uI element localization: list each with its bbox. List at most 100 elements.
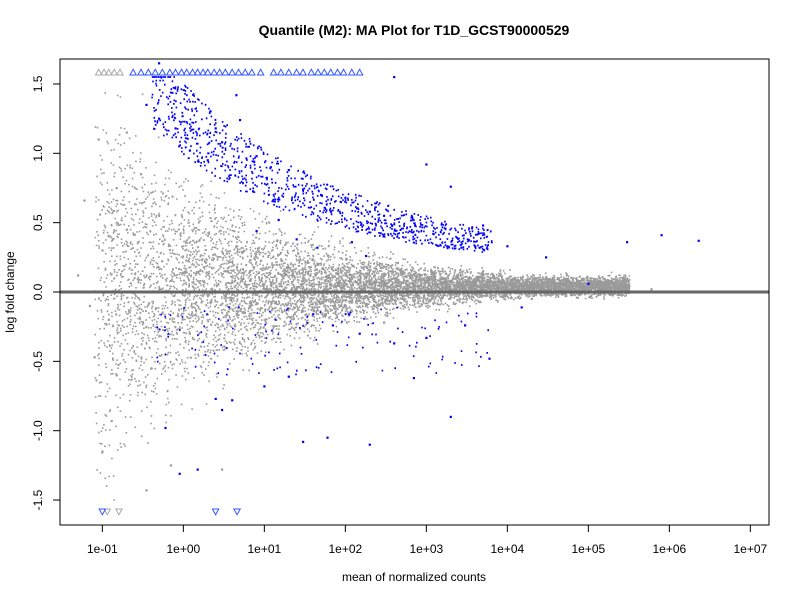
data-point [530, 297, 533, 301]
data-point [101, 249, 104, 252]
clipped-up-marker [333, 68, 342, 76]
x-axis: 1e-01 1e+00 1e+01 1e+02 1e+03 1e+04 1e+05 1e+06… [87, 525, 768, 556]
data-point [255, 230, 258, 233]
x-tick-label: 1e+01 [247, 542, 281, 556]
data-point [488, 357, 491, 360]
clipped-down-marker [98, 508, 107, 516]
data-point [336, 271, 339, 274]
data-point [145, 103, 148, 106]
y-tick-label: -0.5 [31, 351, 45, 372]
clipped-up-marker [115, 68, 125, 76]
data-point [145, 489, 148, 492]
x-tick-label: 1e+04 [490, 542, 524, 556]
y-tick-label: -1.0 [31, 420, 45, 441]
data-point [115, 374, 118, 377]
data-point [365, 254, 368, 258]
data-point [412, 377, 415, 380]
clipped-up-marker [284, 68, 293, 76]
data-point [88, 304, 91, 308]
data-point [383, 321, 386, 324]
data-point [393, 342, 396, 345]
data-point [93, 356, 96, 359]
clipped-up-marker [339, 68, 348, 76]
data-point [316, 246, 319, 249]
data-points [77, 62, 700, 516]
data-point [214, 397, 217, 400]
data-point [269, 166, 272, 169]
data-point [383, 214, 386, 217]
clipped-up-marker [292, 68, 301, 76]
clipped-up-marker [110, 68, 119, 76]
data-point [482, 270, 485, 273]
data-point [221, 468, 224, 471]
data-point [449, 415, 452, 418]
data-point [660, 234, 663, 237]
data-point [221, 141, 224, 144]
clipped-up-marker [256, 68, 265, 76]
data-point [221, 408, 224, 412]
data-point [83, 199, 86, 202]
data-point [320, 193, 323, 197]
data-point [587, 282, 590, 285]
clipped-down-marker [211, 508, 220, 516]
clipped-up-marker [171, 68, 180, 76]
data-point [174, 127, 177, 130]
data-point [206, 159, 209, 162]
y-tick-label: 1.5 [31, 75, 45, 92]
clipped-down-marker [232, 508, 242, 516]
data-point [344, 196, 347, 199]
data-point [188, 332, 191, 335]
clipped-up-marker [177, 68, 186, 76]
plot-frame [59, 58, 770, 526]
data-point [626, 241, 629, 244]
clipped-up-marker [234, 68, 243, 76]
clipped-up-marker [320, 68, 329, 76]
data-point [393, 76, 396, 79]
data-point [425, 163, 428, 166]
data-point [368, 210, 371, 213]
clipped-up-marker [347, 68, 356, 76]
x-tick-label: 1e+06 [652, 542, 686, 556]
data-point [140, 173, 143, 176]
x-tick-label: 1e+00 [166, 542, 200, 556]
data-point [196, 468, 199, 471]
data-point [97, 138, 100, 141]
y-tick-label: 0.0 [31, 283, 45, 300]
clipped-up-marker [298, 68, 308, 76]
clipped-up-marker [210, 68, 219, 76]
y-tick-label: -1.5 [31, 489, 45, 510]
clipped-up-marker [151, 68, 160, 76]
clipped-up-marker [144, 68, 153, 76]
data-point [263, 385, 266, 388]
data-point [464, 324, 467, 327]
data-point [235, 94, 238, 97]
data-point [169, 464, 172, 467]
data-point [302, 440, 305, 443]
clipped-up-marker [307, 68, 316, 76]
data-point [231, 399, 234, 402]
data-point [107, 318, 110, 321]
data-point [101, 450, 104, 453]
clipped-up-marker [94, 68, 103, 76]
data-point [545, 256, 548, 259]
clipped-up-marker [269, 68, 278, 76]
data-point [77, 274, 80, 277]
clipped-up-marker [136, 68, 146, 76]
x-tick-label: 1e+05 [571, 542, 605, 556]
y-axis: -1.5 -1.0 -0.5 0.0 0.5 1.0 1.5 [31, 75, 60, 510]
clipped-up-marker [276, 68, 285, 76]
data-point [125, 131, 128, 134]
clipped-up-marker [221, 68, 230, 76]
data-point [158, 214, 161, 217]
clipped-up-marker [228, 68, 237, 76]
data-point [115, 187, 118, 190]
data-point [255, 155, 258, 158]
data-point [350, 241, 353, 244]
clipped-up-marker [355, 68, 364, 76]
data-point [164, 426, 167, 430]
data-point [287, 375, 290, 378]
y-tick-label: 0.5 [31, 214, 45, 231]
data-point [520, 306, 523, 309]
data-point [287, 169, 290, 172]
